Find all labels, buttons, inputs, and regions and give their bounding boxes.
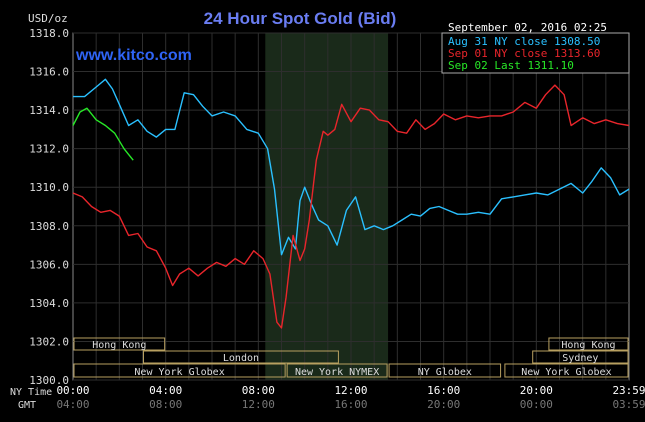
y-tick-label: 1316.0 (29, 66, 69, 79)
session-bar (286, 363, 388, 378)
ny-time-axis-label: NY Time (10, 387, 52, 398)
legend: Aug 31 NY close 1308.50 Sep 01 NY close … (441, 32, 630, 74)
x-tick-label-ny: 16:00 (427, 384, 460, 397)
session-bar (388, 363, 502, 378)
series-line-sep-02 (72, 107, 134, 161)
x-tick-label-ny: 20:00 (520, 384, 553, 397)
series-line-sep-01 (72, 84, 630, 329)
y-tick-label: 1308.0 (29, 220, 69, 233)
nymex-shaded-region (265, 33, 389, 380)
session-label: London (223, 353, 259, 364)
y-tick-label: 1304.0 (29, 297, 69, 310)
session-bar (532, 350, 629, 364)
series-line-aug-31 (73, 78, 630, 256)
x-tick-label-ny: 00:00 (56, 384, 89, 397)
session-label: New York NYMEX (295, 367, 379, 378)
session-label: New York Globex (521, 367, 611, 378)
x-tick-label-gmt: 03:59 (612, 398, 645, 411)
session-label: Hong Kong (561, 340, 615, 351)
watermark-url: www.kitco.com (75, 47, 192, 64)
session-bar (143, 350, 339, 364)
y-axis-unit-label: USD/oz (28, 12, 68, 25)
x-tick-label-gmt: 08:00 (149, 398, 182, 411)
x-tick-label-ny: 12:00 (334, 384, 367, 397)
x-tick-label-ny: 08:00 (242, 384, 275, 397)
x-tick-label-gmt: 20:00 (427, 398, 460, 411)
session-label: New York Globex (134, 367, 224, 378)
x-tick-label-gmt: 12:00 (242, 398, 275, 411)
session-label: Hong Kong (92, 340, 146, 351)
x-tick-label-gmt: 04:00 (56, 398, 89, 411)
y-tick-label: 1310.0 (29, 181, 69, 194)
y-tick-label: 1318.0 (29, 27, 69, 40)
gmt-axis-label: GMT (18, 400, 36, 411)
y-tick-label: 1302.0 (29, 335, 69, 348)
session-bar (504, 363, 629, 378)
x-tick-label-ny: 23:59 (612, 384, 645, 397)
legend-item-sep01: Sep 01 NY close 1313.60 (448, 47, 600, 60)
legend-item-sep02: Sep 02 Last 1311.10 (448, 59, 574, 72)
session-label: NY Globex (418, 367, 472, 378)
legend-box (441, 32, 630, 74)
y-tick-label: 1312.0 (29, 143, 69, 156)
chart-title: 24 Hour Spot Gold (Bid) (204, 9, 397, 28)
session-bar (73, 363, 286, 378)
y-tick-label: 1300.0 (29, 374, 69, 387)
session-bar (548, 337, 629, 351)
chart-timestamp: September 02, 2016 02:25 (448, 21, 607, 34)
legend-item-aug31: Aug 31 NY close 1308.50 (448, 35, 600, 48)
x-tick-label-gmt: 16:00 (334, 398, 367, 411)
session-label: Sydney (562, 353, 598, 364)
x-tick-label-gmt: 00:00 (520, 398, 553, 411)
y-tick-label: 1314.0 (29, 104, 69, 117)
x-tick-label-ny: 04:00 (149, 384, 182, 397)
y-tick-label: 1306.0 (29, 258, 69, 271)
session-bar (73, 337, 166, 351)
